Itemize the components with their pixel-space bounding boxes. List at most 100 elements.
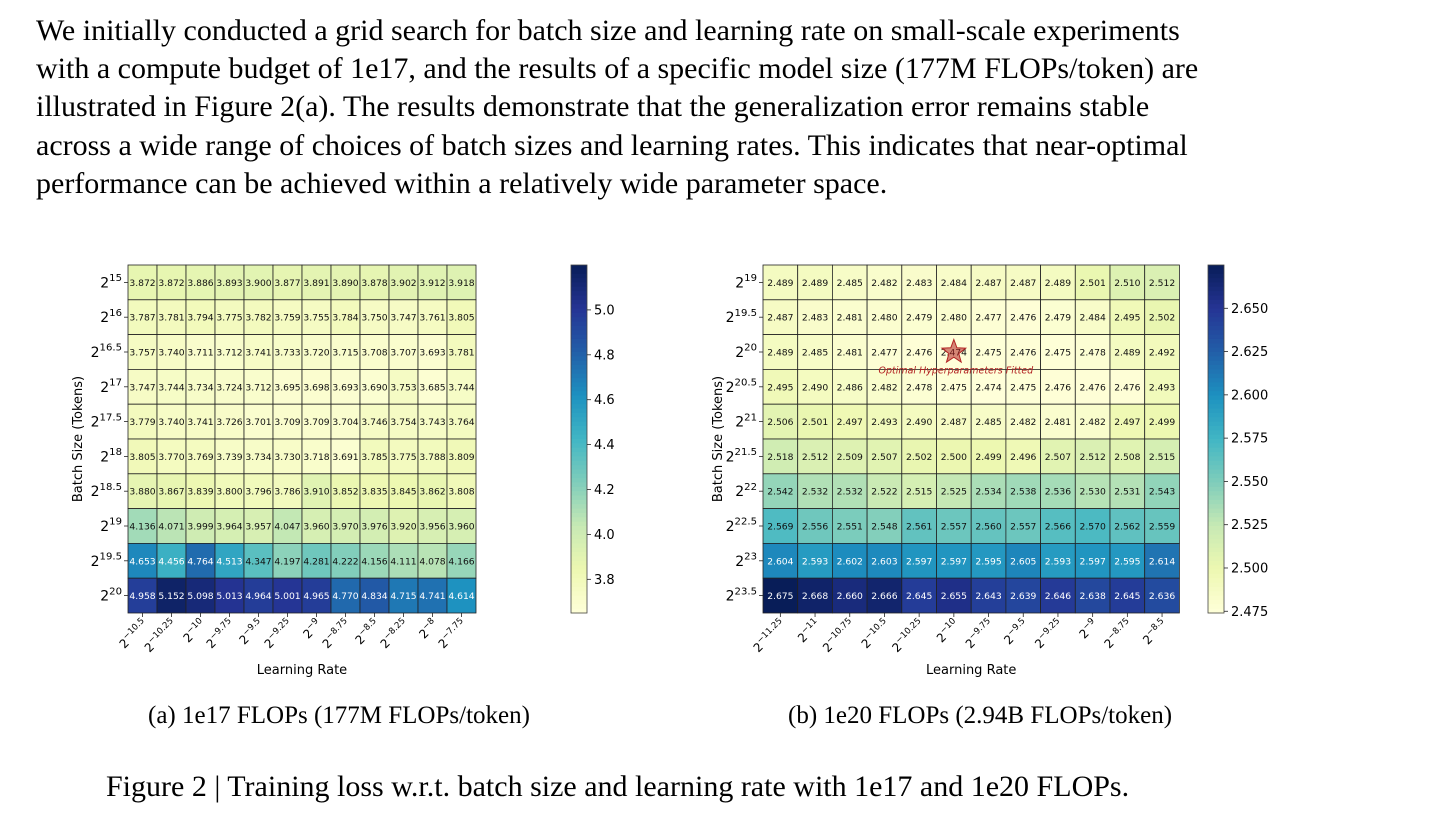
cell-value-label: 2.551 [837,522,863,533]
x-tick-label: 2−8.25 [377,616,412,651]
heatmap-cell [866,299,903,335]
colorbar-segment [1208,478,1224,484]
heatmap-cell [866,542,903,579]
heatmap-cell [446,577,477,614]
heatmap-cell [301,473,332,510]
cell-value-label: 3.796 [245,487,271,498]
heatmap-cell [417,299,448,335]
cell-value-label: 2.556 [802,522,828,533]
cell-value-label: 3.744 [158,382,184,393]
cell-value-label: 3.794 [187,313,213,324]
colorbar-segment [571,295,587,301]
cell-value-label: 2.482 [871,382,897,393]
heatmap-cell [388,577,419,614]
cell-value-label: 2.566 [1045,522,1071,533]
y-tick-label: 221 [735,412,757,430]
heatmap-cell [1144,403,1180,440]
cell-value-label: 2.499 [975,452,1001,463]
cell-value-label: 3.740 [158,348,184,359]
cell-value-label: 3.886 [187,278,213,289]
heatmap-cell [797,369,833,405]
heatmap-cell [214,334,245,370]
colorbar-segment [571,386,587,392]
cell-value-label: 3.753 [390,382,416,393]
heatmap-cell [1074,334,1111,370]
heatmap-cell [301,542,332,579]
cell-value-label: 3.691 [332,452,358,463]
colorbar-segment [571,356,587,362]
colorbar-segment [571,273,587,279]
colorbar-segment [1208,391,1224,397]
cell-value-label: 2.500 [941,452,967,463]
cell-value-label: 2.474 [975,382,1001,393]
cell-value-label: 3.839 [187,487,213,498]
x-axis: 2−11.25 2−112−10.75 2−10.52−10.25 2−102−9.7… [751,613,1166,655]
colorbar-segment [571,499,587,505]
heatmap-cell [866,508,903,544]
cell-value-label: 2.512 [1149,278,1175,289]
colorbar-segment [1208,434,1224,440]
heatmap-cell [1074,369,1111,405]
cell-value-label: 2.509 [837,452,863,463]
heatmap-cell [936,577,972,614]
cell-value-label: 3.970 [332,522,358,533]
cell-value-label: 2.597 [1079,556,1105,567]
cell-value-label: 3.782 [245,313,271,324]
cell-value-label: 2.668 [802,591,828,602]
heatmap-cell [301,508,332,544]
colorbar-segment [1208,547,1224,553]
cell-value-label: 2.542 [767,487,793,498]
colorbar-segment [571,495,587,501]
x-tick-label: 2−7.75 [435,616,470,651]
colorbar-segment [1208,443,1224,449]
cell-value-label: 2.478 [1079,348,1105,359]
cell-value-label: 3.708 [361,348,387,359]
colorbar-segment [1208,595,1224,601]
colorbar-segment [1208,447,1224,453]
heatmap-cell [301,438,332,475]
cell-value-label: 3.920 [390,522,416,533]
cell-value-label: 2.502 [1149,313,1175,324]
heatmap-cell [1144,542,1180,579]
cell-value-label: 2.487 [1010,278,1036,289]
colorbar-segment [1208,556,1224,562]
colorbar-segment [1208,425,1224,431]
cell-value-label: 2.532 [802,487,828,498]
cell-value-label: 4.222 [332,556,358,567]
colorbar-tick-label: 2.650 [1231,302,1268,317]
cell-value-label: 2.507 [871,452,897,463]
colorbar-segment [571,530,587,536]
cell-value-label: 2.484 [941,278,967,289]
colorbar-segment [571,508,587,514]
cell-value-label: 3.891 [303,278,329,289]
cell-value-label: 3.900 [245,278,271,289]
heatmap-cell [797,334,833,370]
colorbar-segment [571,312,587,318]
heatmap-cell [417,542,448,579]
x-tick-label: 2−9.5 [1000,616,1031,647]
heatmap-cell [1144,438,1180,475]
colorbar-segment [571,447,587,453]
cell-value-label: 2.489 [767,278,793,289]
x-tick-label: 2−9 [299,616,324,641]
colorbar-segment [1208,517,1224,523]
heatmap-cell [1005,438,1041,475]
cell-value-label: 3.741 [187,417,213,428]
colorbar-segment [1208,582,1224,588]
colorbar-frame [570,264,588,614]
cell-value-label: 2.481 [837,348,863,359]
colorbar-segment [571,304,587,310]
heatmap-cell [330,438,361,475]
colorbar-segment [1208,369,1224,375]
colorbar-segment [1208,439,1224,444]
cell-value-label: 2.477 [975,313,1001,324]
colorbar-segment [1208,504,1224,510]
colorbar-segment [1208,312,1224,318]
colorbar-segment [1208,599,1224,605]
heatmap-cell [301,403,332,440]
colorbar-segment [1208,286,1224,292]
colorbar-segment [571,504,587,510]
x-tick-label: 2−9.25 [261,616,296,651]
heatmap-cell [243,299,274,335]
colorbar-tick-label: 4.2 [594,483,615,498]
